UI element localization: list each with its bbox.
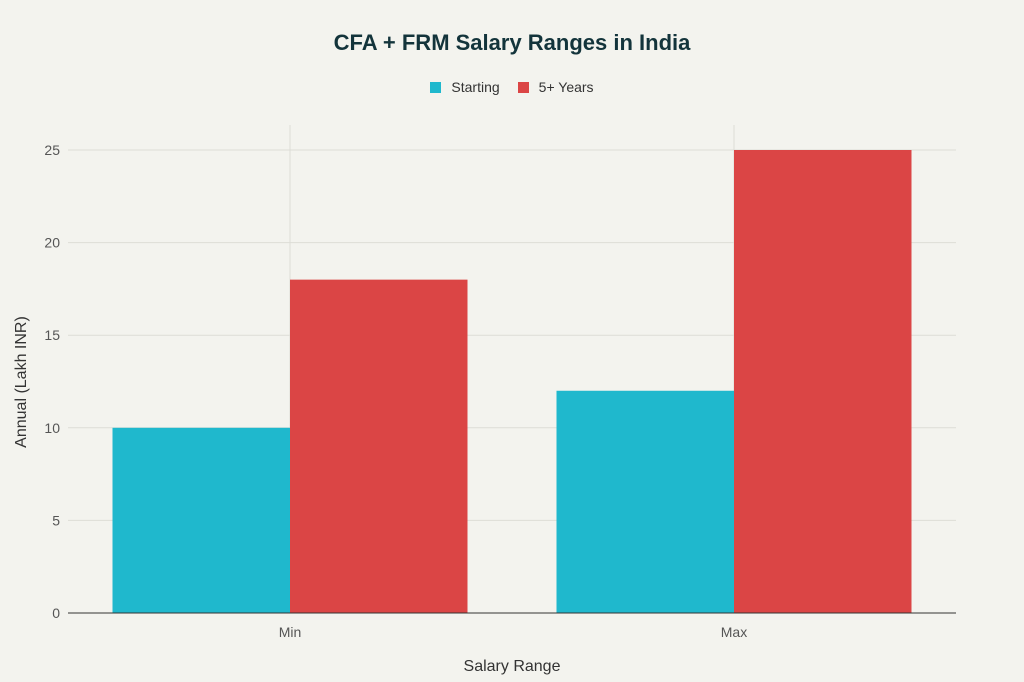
- y-tick-label: 25: [44, 142, 60, 158]
- legend-label-starting: Starting: [451, 79, 500, 95]
- x-axis-label: Salary Range: [464, 658, 561, 675]
- y-tick-label: 20: [44, 235, 60, 251]
- y-tick-label: 0: [52, 605, 60, 621]
- legend: Starting 5+ Years: [0, 79, 1024, 95]
- legend-swatch-starting: [430, 81, 442, 93]
- bar-starting-min[interactable]: [112, 427, 291, 613]
- y-tick-label: 10: [44, 420, 60, 436]
- y-tick-label: 15: [44, 327, 60, 343]
- y-axis-label: Annual (Lakh INR): [13, 316, 30, 448]
- bar-5-years-min[interactable]: [290, 279, 468, 613]
- legend-label-5plus-years: 5+ Years: [538, 79, 594, 95]
- bar-starting-max[interactable]: [556, 390, 735, 613]
- chart-title: CFA + FRM Salary Ranges in India: [333, 30, 691, 55]
- legend-item-starting[interactable]: Starting: [430, 79, 500, 95]
- x-tick-label: Max: [721, 624, 747, 640]
- y-tick-label: 5: [52, 512, 60, 528]
- legend-item-5plus-years[interactable]: 5+ Years: [517, 79, 594, 95]
- legend-swatch-5plus-years: [517, 81, 529, 93]
- x-tick-label: Min: [279, 624, 302, 640]
- bar-5-years-max[interactable]: [734, 150, 912, 613]
